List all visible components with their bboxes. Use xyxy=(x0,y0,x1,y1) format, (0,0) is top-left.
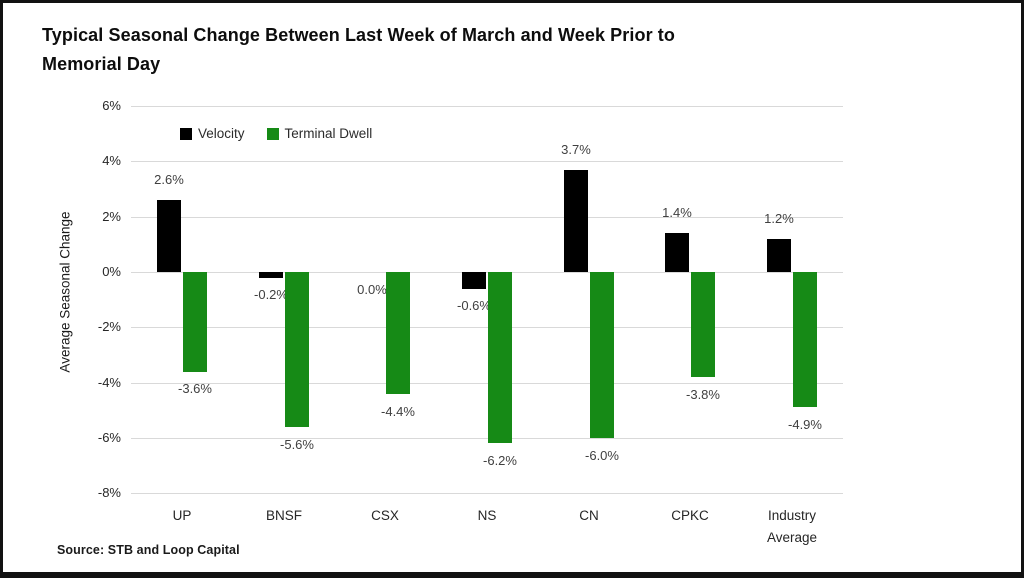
data-label-terminal-dwell-cn: -6.0% xyxy=(585,448,619,463)
chart-title-line-2: Memorial Day xyxy=(42,54,161,74)
data-label-velocity-up: 2.6% xyxy=(154,172,184,187)
legend-label-velocity: Velocity xyxy=(198,126,245,141)
data-label-terminal-dwell-ns: -6.2% xyxy=(483,453,517,468)
x-category-label-cn: CN xyxy=(579,508,599,523)
data-label-terminal-dwell-csx: -4.4% xyxy=(381,404,415,419)
data-label-velocity-cn: 3.7% xyxy=(561,142,591,157)
y-tick-label-2%: 2% xyxy=(102,209,121,224)
x-category-label-csx: CSX xyxy=(371,508,399,523)
data-label-terminal-dwell-cpkc: -3.8% xyxy=(686,387,720,402)
data-label-velocity-csx: 0.0% xyxy=(357,282,387,297)
legend-label-terminal-dwell: Terminal Dwell xyxy=(284,126,373,141)
legend-item-terminal-dwell: Terminal Dwell xyxy=(266,126,373,141)
y-axis-title: Average Seasonal Change xyxy=(57,211,73,373)
source-note: Source: STB and Loop Capital xyxy=(57,543,240,557)
x-category-label-ns: NS xyxy=(477,508,497,523)
bar-terminal-dwell-industry-average xyxy=(793,272,817,407)
gridline-2% xyxy=(131,217,843,218)
bar-terminal-dwell-ns xyxy=(488,272,512,443)
y-tick-label--2%: -2% xyxy=(97,319,121,334)
data-label-terminal-dwell-bnsf: -5.6% xyxy=(280,437,314,452)
data-label-velocity-industry-average: 1.2% xyxy=(764,211,794,226)
bar-velocity-cn xyxy=(564,170,588,272)
velocity-swatch-icon xyxy=(180,127,192,140)
y-tick-label-6%: 6% xyxy=(102,98,121,113)
bar-velocity-ns xyxy=(462,272,486,289)
bar-terminal-dwell-csx xyxy=(386,272,410,394)
gridline-0% xyxy=(131,272,843,273)
chart-title: Typical Seasonal Change Between Last Wee… xyxy=(42,21,942,79)
gridline--8% xyxy=(131,493,843,494)
y-tick-label-4%: 4% xyxy=(102,153,121,168)
bar-terminal-dwell-up xyxy=(183,272,207,372)
y-tick-label--4%: -4% xyxy=(97,375,121,390)
x-category-label-up: UP xyxy=(172,508,192,523)
terminal-dwell-swatch-icon xyxy=(266,127,279,140)
gridline-6% xyxy=(131,106,843,107)
gridline--2% xyxy=(131,327,843,328)
bar-velocity-up xyxy=(157,200,181,272)
gridline-4% xyxy=(131,161,843,162)
gridline--4% xyxy=(131,383,843,384)
bar-velocity-industry-average xyxy=(767,239,791,272)
data-label-velocity-cpkc: 1.4% xyxy=(662,205,692,220)
data-label-terminal-dwell-industry-average: -4.9% xyxy=(788,417,822,432)
bar-velocity-cpkc xyxy=(665,233,689,272)
data-label-velocity-ns: -0.6% xyxy=(457,298,491,313)
bar-velocity-bnsf xyxy=(259,272,283,278)
x-category-label-industry-average: Industry Average xyxy=(766,508,818,545)
bar-terminal-dwell-cpkc xyxy=(691,272,715,377)
y-tick-label--6%: -6% xyxy=(97,430,121,445)
data-label-velocity-bnsf: -0.2% xyxy=(254,287,288,302)
y-tick-label--8%: -8% xyxy=(97,485,121,500)
chart-title-line-1: Typical Seasonal Change Between Last Wee… xyxy=(42,25,675,45)
x-category-label-cpkc: CPKC xyxy=(671,508,709,523)
x-category-label-bnsf: BNSF xyxy=(265,508,302,523)
data-label-terminal-dwell-up: -3.6% xyxy=(178,381,212,396)
gridline--6% xyxy=(131,438,843,439)
legend-item-velocity: Velocity xyxy=(180,126,245,141)
y-tick-label-0%: 0% xyxy=(102,264,121,279)
legend: Velocity Terminal Dwell xyxy=(180,126,372,141)
bar-terminal-dwell-bnsf xyxy=(285,272,309,427)
bar-terminal-dwell-cn xyxy=(590,272,614,438)
